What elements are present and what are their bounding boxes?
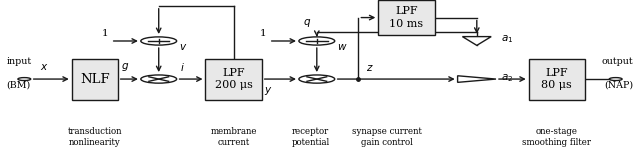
FancyBboxPatch shape [529,59,585,100]
Text: $g$: $g$ [121,61,129,73]
Circle shape [609,78,622,80]
Text: one-stage
smoothing filter: one-stage smoothing filter [522,127,591,147]
Text: 1: 1 [260,29,267,38]
Circle shape [141,75,177,83]
Polygon shape [463,37,492,45]
Circle shape [299,37,335,45]
Text: LPF
200 μs: LPF 200 μs [214,68,253,90]
FancyBboxPatch shape [378,0,435,35]
Text: receptor
potential: receptor potential [291,127,330,147]
FancyBboxPatch shape [72,59,118,100]
Text: (NAP): (NAP) [604,80,634,89]
Text: $i$: $i$ [180,61,185,73]
Text: LPF
10 ms: LPF 10 ms [389,6,424,29]
Circle shape [18,78,31,80]
Text: $w$: $w$ [337,42,348,52]
Text: 1: 1 [102,29,109,38]
Text: $a_2$: $a_2$ [501,72,513,84]
Text: $-$: $-$ [319,34,328,43]
Text: $x$: $x$ [40,62,49,72]
Text: transduction
nonlinearity: transduction nonlinearity [67,127,122,147]
Text: $z$: $z$ [366,63,374,73]
Text: membrane
current: membrane current [211,127,257,147]
Text: $q$: $q$ [303,17,312,29]
Text: output: output [602,57,634,66]
Circle shape [299,75,335,83]
Text: $y$: $y$ [264,85,273,97]
FancyBboxPatch shape [205,59,262,100]
Text: $a_1$: $a_1$ [501,34,513,45]
Text: (BM): (BM) [6,80,31,89]
Text: $v$: $v$ [179,42,188,52]
Text: NLF: NLF [80,73,109,86]
Text: input: input [6,57,31,66]
Text: synapse current
gain control: synapse current gain control [352,127,422,147]
Circle shape [141,37,177,45]
Text: $-$: $-$ [161,34,170,43]
Text: LPF
80 μs: LPF 80 μs [541,68,572,90]
Polygon shape [458,76,496,82]
